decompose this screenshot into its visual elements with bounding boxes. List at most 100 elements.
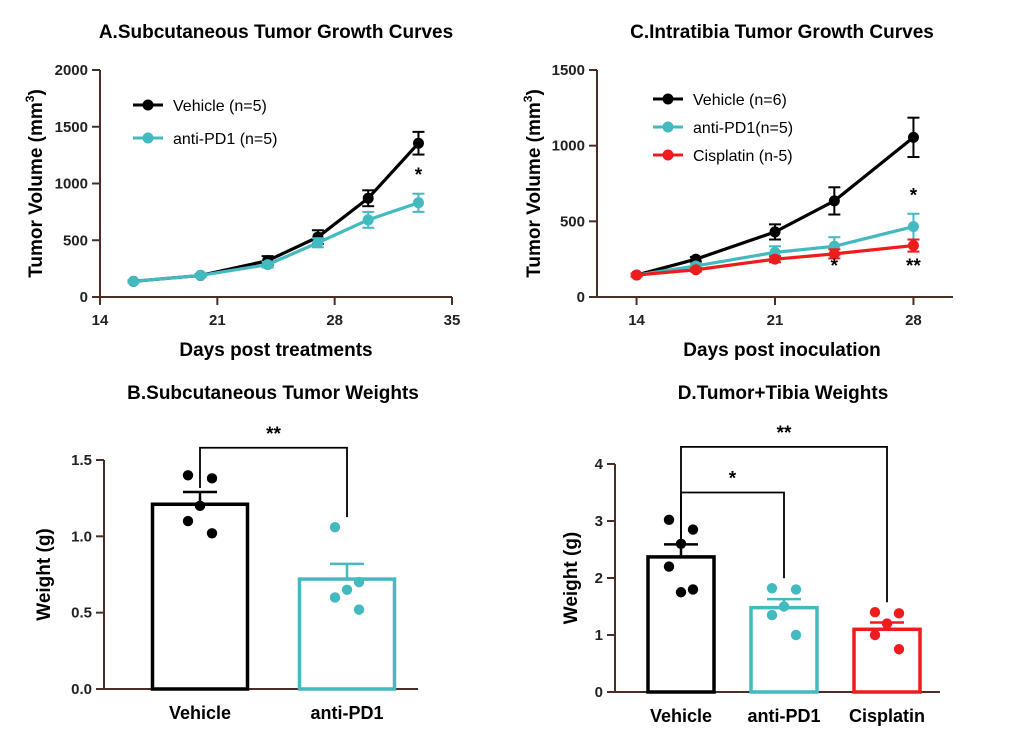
data-point [195,269,207,281]
data-point [353,576,365,588]
data-point [182,470,194,481]
data-point [778,601,790,612]
legend-label: Vehicle (n=5) [173,98,267,115]
data-point [687,524,699,535]
y-axis-label-text: Tumor Volume (mm [524,102,545,278]
y-axis-label-text: Weight (g) [34,528,55,621]
legend-marker [662,121,674,133]
significance-bracket [199,446,348,518]
data-point [329,521,341,533]
y-axis-label-end: ) [26,89,47,95]
chart-title: A.Subcutaneous Tumor Growth Curves [99,22,453,43]
data-point [194,500,206,511]
y-tick-label: 0 [577,289,585,306]
y-tick-label: 2000 [55,62,88,79]
legend-marker [142,132,154,144]
data-point [631,269,643,281]
x-tick-label: 35 [444,312,461,329]
bar [150,502,250,691]
y-tick-label: 1.0 [71,528,92,545]
data-point [690,264,702,276]
y-axis-label-end: ) [524,89,545,95]
significance-label: ** [266,424,281,445]
data-point [675,538,687,549]
y-tick-label: 4 [595,456,604,473]
chart-title: C.Intratibia Tumor Growth Curves [630,22,934,43]
legend-label: anti-PD1 (n=5) [173,131,278,148]
chart-title: D.Tumor+Tibia Weights [678,383,889,404]
data-point [312,237,324,249]
significance-bracket [680,445,888,603]
y-tick-label: 2 [595,570,603,587]
data-point [881,618,893,629]
legend-label: Vehicle (n=6) [693,92,787,109]
data-point [907,131,919,143]
data-point [828,248,840,260]
y-tick-label: 1000 [55,176,88,193]
category-label: Cisplatin [849,706,925,726]
data-point [675,587,687,598]
data-point [206,473,218,484]
x-tick-label: 21 [209,312,226,329]
y-axis-label-superscript: 3 [23,95,37,102]
y-axis-label: Weight (g) [561,532,582,625]
significance-label: ** [777,423,792,444]
data-point [766,609,778,621]
significance-annotation: * [910,186,918,207]
data-point [262,259,274,271]
data-point [353,604,365,615]
y-tick-label: 0.5 [71,605,92,622]
x-tick-label: 21 [767,312,784,329]
series-line [133,201,419,283]
y-tick-label: 500 [63,232,88,249]
x-axis-label: Days post inoculation [683,340,880,361]
bar [297,577,397,691]
y-tick-label: 500 [560,213,585,230]
data-point [663,561,675,572]
legend-marker [662,149,674,161]
data-point [128,275,140,287]
y-tick-label: 0 [80,289,88,306]
significance-annotation: ** [906,256,921,277]
y-axis-label-text: Tumor Volume (mm [26,102,47,278]
legend-label: Cisplatin (n-5) [693,148,793,165]
data-point [766,583,778,594]
bar [646,555,716,694]
significance-label: * [729,469,737,490]
y-axis-label-text: Weight (g) [561,532,582,625]
x-tick-label: 28 [905,312,922,329]
y-axis-label-superscript: 3 [521,95,535,102]
category-label: Vehicle [650,706,712,726]
significance-annotation: * [415,165,423,186]
legend-marker [662,93,674,105]
bar [749,605,819,694]
y-axis-label: Weight (g) [34,528,55,621]
x-tick-label: 28 [326,312,343,329]
y-tick-label: 0 [595,684,603,701]
y-tick-label: 1500 [552,62,585,79]
y-tick-label: 1 [595,627,603,644]
data-point [206,528,218,539]
x-tick-label: 14 [92,312,109,329]
y-axis-label: Tumor Volume (mm3) [23,89,47,278]
data-point [412,137,424,149]
data-point [907,221,919,233]
data-point [663,514,675,526]
y-tick-label: 3 [595,513,603,530]
y-axis-label: Tumor Volume (mm3) [521,89,545,278]
x-tick-label: 14 [628,312,645,329]
data-point [769,226,781,238]
y-tick-label: 1500 [55,119,88,136]
data-point [790,584,802,595]
data-point [362,192,374,204]
data-point [362,214,374,226]
data-point [687,584,699,595]
data-point [869,629,881,641]
legend-marker [142,99,154,111]
x-axis-label: Days post treatments [179,340,372,361]
category-label: anti-PD1 [747,706,820,726]
data-point [828,195,840,207]
data-point [769,253,781,265]
category-label: anti-PD1 [310,703,383,723]
